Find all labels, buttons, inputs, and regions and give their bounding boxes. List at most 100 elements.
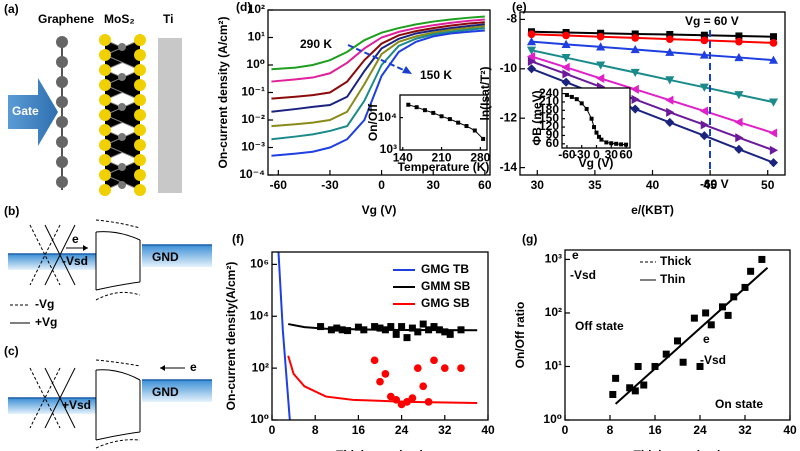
marker (707, 321, 715, 329)
x-tick-label: 30 (427, 178, 441, 192)
y-tick-label: -12 (500, 110, 518, 124)
y-tick-label: 10⁻³ (241, 140, 265, 154)
y-tick-label: 210 (539, 94, 559, 108)
mos2-band (95, 369, 141, 441)
marker (439, 114, 444, 119)
mos2-band-dashed (95, 359, 141, 449)
series-line (271, 25, 485, 128)
marker (589, 116, 594, 121)
marker (425, 326, 433, 334)
marker (674, 337, 681, 345)
x-tick-label: 50 (761, 178, 775, 192)
x-tick-label: 60 (619, 147, 633, 161)
marker (527, 30, 536, 39)
source-band (8, 398, 96, 414)
y-tick-label: -14 (500, 160, 518, 174)
x-tick-label: 30 (605, 147, 619, 161)
y-axis-label: On/Off (366, 103, 380, 141)
y-tick-label: 240 (539, 86, 559, 100)
marker (562, 31, 570, 40)
source-band (8, 254, 96, 270)
annotation: -Vsd (570, 268, 596, 282)
series-line (271, 18, 485, 83)
marker (569, 94, 574, 99)
marker (419, 320, 427, 328)
marker (592, 125, 597, 130)
marker (634, 362, 642, 370)
marker (596, 32, 605, 41)
marker (338, 326, 346, 334)
dirac-cone (44, 367, 76, 429)
marker (408, 394, 417, 402)
y-tick-label: 60 (546, 136, 560, 150)
y-axis-label: ln(Isat/T²) (478, 67, 492, 121)
series-line (271, 29, 485, 157)
marker (631, 387, 639, 395)
marker (562, 69, 571, 79)
ground-label: GND (152, 385, 179, 399)
series-line (531, 30, 774, 38)
marker (344, 327, 352, 335)
x-tick-label: 30 (531, 178, 545, 192)
marker (604, 140, 609, 145)
layer-label: MoS₂ (104, 12, 135, 26)
marker (596, 134, 601, 139)
y-tick-label: 10⁶ (250, 257, 269, 271)
mos2-bonds (103, 39, 142, 191)
series-line (614, 266, 769, 405)
marker (665, 35, 674, 44)
x-tick-label: 0 (378, 178, 385, 192)
annotation: 150 K (420, 68, 452, 82)
marker (662, 350, 670, 358)
panel-title: (e) (512, 0, 527, 14)
marker (526, 37, 537, 46)
series-line (271, 27, 485, 141)
marker (430, 356, 438, 365)
y-tick-label: 10² (252, 360, 269, 374)
panel-title: (d) (236, 0, 251, 14)
marker (456, 120, 461, 125)
y-tick-label: 10⁰ (543, 412, 562, 426)
x-tick-label: 24 (395, 423, 409, 437)
marker (735, 32, 743, 40)
series-line (531, 40, 774, 62)
graphene-atoms (56, 36, 68, 188)
x-axis-label: Vg (V) (362, 203, 397, 217)
marker (769, 39, 778, 47)
arrow-head (160, 365, 165, 371)
s-atoms (99, 34, 146, 196)
y-axis-label: On-current density (A/cm²) (216, 16, 230, 168)
layer-label: Ti (163, 12, 173, 26)
marker (447, 117, 452, 122)
panel-title: (f) (232, 232, 244, 246)
marker (609, 390, 617, 398)
chart: 30 35 40 45 50 -14 -12 -10 -8 e/(KBT) ln(Isat/T²) (… (478, 0, 786, 217)
dirac-cone-dashed (29, 224, 61, 286)
series-line (531, 33, 774, 44)
series-line (531, 55, 774, 134)
plot-area (565, 250, 790, 420)
x-tick-label: 8 (607, 423, 614, 437)
bias-label: -Vsd (62, 254, 88, 268)
series-line (531, 67, 774, 164)
marker (734, 91, 744, 100)
marker (414, 328, 422, 336)
marker (747, 267, 755, 275)
marker (392, 395, 401, 404)
marker (360, 326, 368, 334)
marker (631, 94, 640, 104)
marker (630, 68, 640, 78)
x-tick-label: 8 (312, 423, 319, 437)
marker (612, 374, 620, 382)
x-tick-label: 32 (738, 423, 752, 437)
panel-b: (b) e -Vsd GND -Vg +Vg (4, 204, 212, 329)
x-tick-label: 0 (593, 147, 600, 161)
plot-area (400, 95, 487, 150)
y-tick-label: 10³ (380, 142, 397, 156)
marker (370, 356, 379, 365)
x-tick-label: 24 (693, 423, 707, 437)
y-tick-label: 10⁻² (241, 112, 265, 126)
x-tick-label: 280 (470, 150, 490, 164)
y-tick-label: 10⁴ (378, 110, 397, 124)
